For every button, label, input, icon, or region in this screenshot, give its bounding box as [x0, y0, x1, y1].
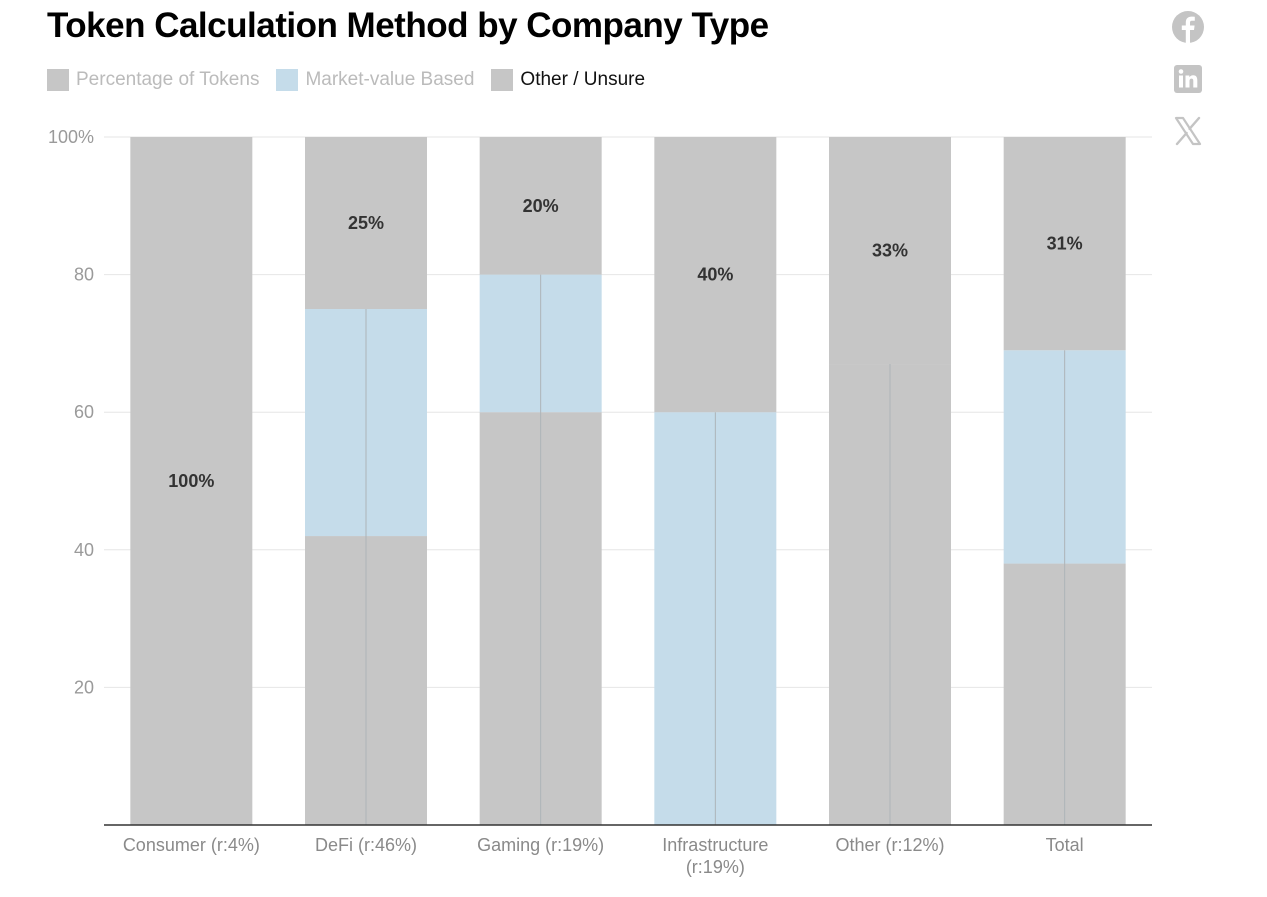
- facebook-share-button[interactable]: [1170, 9, 1206, 45]
- y-tick-label: 40: [74, 540, 94, 560]
- y-tick-label: 80: [74, 265, 94, 285]
- legend-swatch-market-value-based: [276, 69, 299, 91]
- legend-label-market-value-based: Market-value Based: [305, 69, 475, 90]
- x-icon: [1174, 116, 1202, 146]
- linkedin-share-button[interactable]: [1170, 61, 1206, 97]
- data-label-infrastructure-r-19: 40%: [697, 265, 733, 285]
- y-tick-label: 20: [74, 677, 94, 697]
- legend-label-percentage-of-tokens: Percentage of Tokens: [76, 69, 260, 90]
- bar-other-unsure-infrastructure-r-19: [654, 137, 777, 413]
- x-tick-label-defi-r-46: DeFi (r:46%): [315, 835, 417, 855]
- bar-other-unsure-other-r-12: [829, 137, 951, 365]
- chart-title: Token Calculation Method by Company Type: [47, 6, 769, 45]
- legend: Percentage of Tokens Market-value Based …: [47, 67, 662, 93]
- y-tick-label: 100%: [48, 127, 94, 147]
- legend-swatch-other-unsure: [491, 69, 514, 91]
- bar-other-unsure-total: [1003, 137, 1126, 351]
- legend-item-percentage-of-tokens[interactable]: Percentage of Tokens: [47, 69, 259, 91]
- x-tick-label-infrastructure-r-19: Infrastructure (r:19%): [662, 835, 768, 877]
- x-share-button[interactable]: [1170, 113, 1206, 149]
- bar-other-unsure-defi-r-46: [305, 137, 427, 309]
- x-tick-label-other-r-12: Other (r:12%): [835, 835, 944, 855]
- linkedin-icon: [1174, 65, 1202, 93]
- data-label-gaming-r-19: 20%: [523, 196, 559, 216]
- x-tick-label-total: Total: [1046, 835, 1084, 855]
- legend-label-other-unsure: Other / Unsure: [520, 69, 646, 90]
- x-tick-label-consumer-r-4: Consumer (r:4%): [123, 835, 260, 855]
- data-label-defi-r-46: 25%: [348, 213, 384, 233]
- y-tick-label: 60: [74, 402, 94, 422]
- data-label-other-r-12: 33%: [872, 241, 908, 261]
- legend-item-other-unsure[interactable]: Other / Unsure: [491, 69, 645, 91]
- data-label-total: 31%: [1047, 234, 1083, 254]
- facebook-icon: [1172, 11, 1204, 43]
- legend-swatch-percentage-of-tokens: [47, 69, 69, 91]
- data-label-consumer-r-4: 100%: [168, 471, 214, 491]
- legend-item-market-value-based[interactable]: Market-value Based: [276, 69, 474, 91]
- x-tick-label-gaming-r-19: Gaming (r:19%): [477, 835, 604, 855]
- bar-other-unsure-gaming-r-19: [479, 137, 602, 275]
- bar-percentage-of-tokens-consumer-r-4: [130, 137, 253, 825]
